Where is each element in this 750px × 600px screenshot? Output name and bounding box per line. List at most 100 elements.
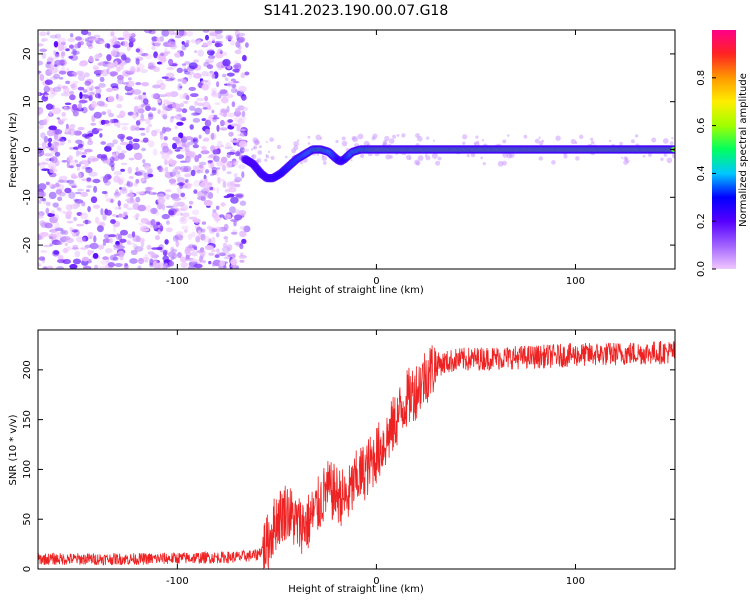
noise-blob <box>207 160 214 163</box>
noise-blob <box>182 79 187 85</box>
snr-y-ticks: 0 50 100 150 200 <box>22 360 675 572</box>
background-blob <box>437 156 442 161</box>
snr-frame <box>37 329 676 570</box>
noise-blob <box>74 250 81 258</box>
noise-blob <box>203 199 213 207</box>
noise-blob <box>109 160 115 168</box>
background-blob <box>462 141 466 145</box>
noise-blob <box>241 95 248 101</box>
noise-blob <box>102 160 109 164</box>
noise-blob <box>179 94 184 99</box>
noise-blob <box>207 58 214 64</box>
noise-blob <box>207 245 215 251</box>
noise-blob <box>49 216 58 224</box>
noise-blob <box>209 186 214 191</box>
noise-blob <box>63 247 68 254</box>
noise-blob <box>87 92 95 96</box>
noise-blob <box>194 50 198 53</box>
noise-blob <box>155 221 161 226</box>
noise-blob <box>121 82 129 85</box>
noise-blob <box>183 68 189 73</box>
noise-blob <box>114 122 118 127</box>
noise-blob <box>53 133 59 140</box>
noise-blob <box>68 155 73 161</box>
colorbar-label: Normalized spectral amplitude <box>738 73 749 227</box>
noise-blob <box>46 129 56 137</box>
noise-blob <box>87 130 94 138</box>
noise-blob <box>205 34 209 41</box>
noise-blob <box>152 84 161 89</box>
noise-blob <box>237 123 241 127</box>
snr-y-tick-label: 100 <box>22 460 33 479</box>
noise-blob <box>239 259 245 263</box>
background-blob <box>462 134 468 140</box>
background-blob <box>634 134 639 138</box>
noise-blob <box>83 72 90 78</box>
noise-blob <box>163 136 168 141</box>
noise-blob <box>99 40 106 44</box>
noise-blob <box>185 40 190 44</box>
noise-blob <box>140 113 144 121</box>
noise-blob <box>95 58 100 62</box>
noise-blob <box>109 238 113 244</box>
snr-x-ticks: -100 0 100 <box>166 330 585 587</box>
noise-blob <box>107 62 111 71</box>
noise-blob <box>135 58 140 65</box>
noise-blob <box>203 236 211 243</box>
noise-blob <box>116 74 124 81</box>
noise-blob <box>65 48 70 52</box>
noise-blob <box>184 173 192 178</box>
noise-blob <box>49 147 54 151</box>
background-blob <box>608 139 612 143</box>
noise-blob <box>170 116 175 119</box>
noise-blob <box>54 59 63 66</box>
noise-blob <box>130 249 138 255</box>
noise-blob <box>94 93 101 99</box>
noise-blob <box>227 119 233 123</box>
noise-blob <box>138 118 146 122</box>
noise-blob <box>174 233 184 241</box>
noise-blob <box>122 263 126 266</box>
noise-blob <box>174 136 181 140</box>
noise-blob <box>119 255 124 261</box>
noise-blob <box>234 176 243 183</box>
noise-blob <box>87 249 92 256</box>
noise-blob <box>119 110 126 118</box>
noise-blob <box>54 214 60 221</box>
noise-blob <box>158 165 163 173</box>
snr-y-tick-label: 200 <box>22 360 33 379</box>
noise-blob <box>102 176 109 184</box>
noise-blob <box>70 33 74 38</box>
noise-blob <box>109 254 117 261</box>
noise-blob <box>134 246 144 252</box>
noise-blob <box>234 49 242 55</box>
noise-blob <box>68 55 74 59</box>
noise-blob <box>88 55 95 63</box>
noise-blob <box>194 155 200 163</box>
noise-blob <box>87 206 91 213</box>
noise-blob <box>193 263 203 269</box>
noise-blob <box>86 177 92 182</box>
background-blob <box>621 156 623 159</box>
noise-blob <box>93 111 102 119</box>
background-blob <box>648 153 652 157</box>
noise-blob <box>57 84 62 89</box>
background-blob <box>389 155 393 159</box>
noise-blob <box>82 237 86 243</box>
noise-blob <box>57 196 63 202</box>
noise-blob <box>211 92 221 98</box>
noise-blob <box>143 30 153 34</box>
noise-blob <box>141 147 146 152</box>
noise-blob <box>188 200 194 205</box>
noise-blob <box>145 118 151 125</box>
noise-blob <box>108 234 117 238</box>
noise-blob <box>117 37 125 41</box>
noise-blob <box>174 201 179 205</box>
snr-x-label: Height of straight line (km) <box>288 584 424 595</box>
noise-blob <box>137 258 145 265</box>
background-blob <box>619 141 623 146</box>
noise-blob <box>87 140 93 146</box>
noise-blob <box>69 226 73 232</box>
noise-blob <box>198 134 202 139</box>
noise-blob <box>44 79 53 85</box>
